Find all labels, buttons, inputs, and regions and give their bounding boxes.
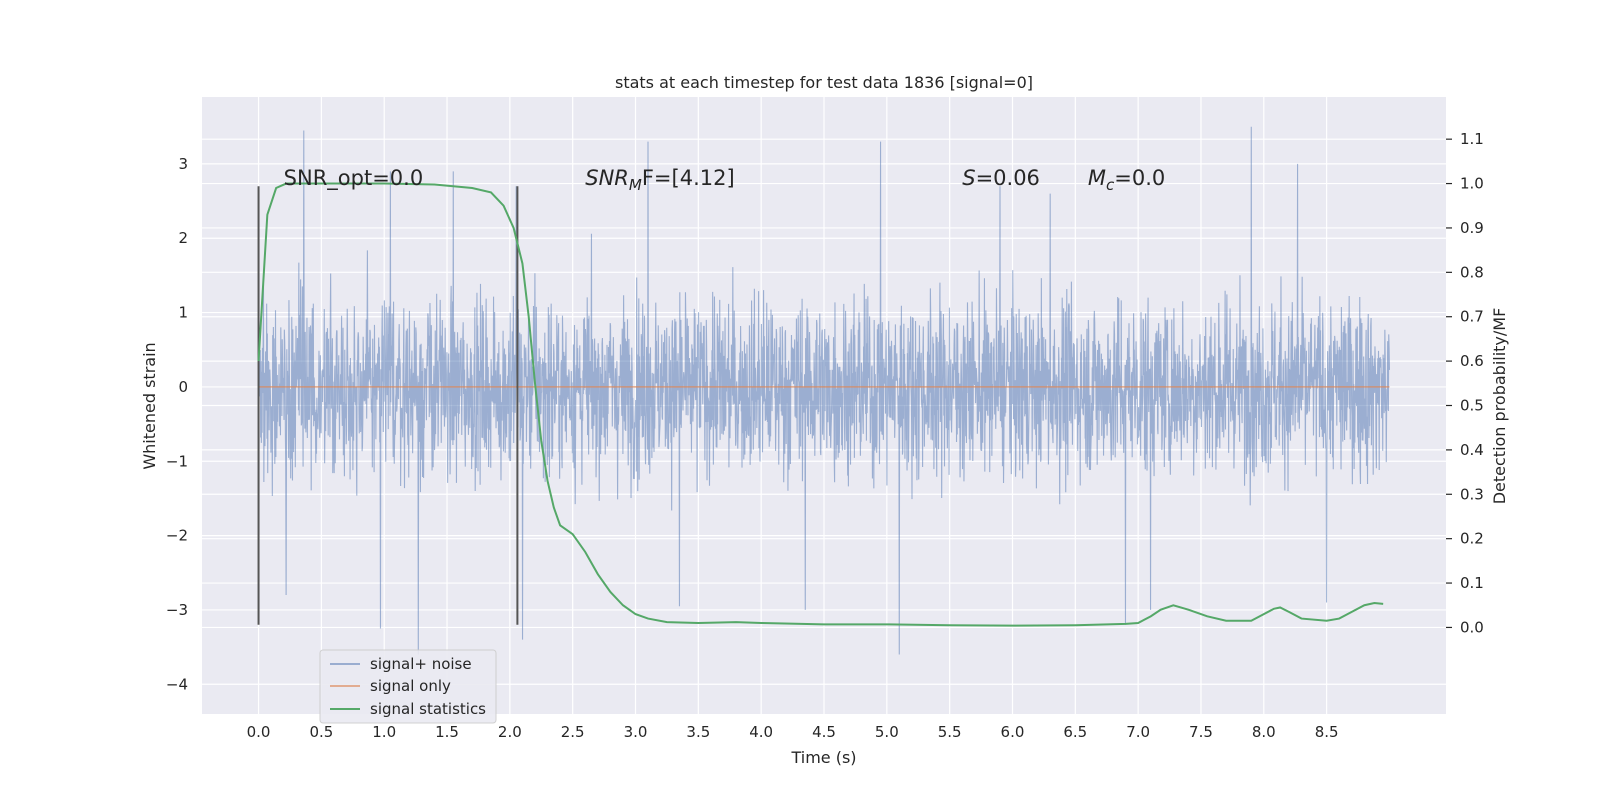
y-tick-3: 0 [178, 378, 188, 396]
legend-label-noise: signal+ noise [370, 655, 472, 673]
y2-tick-8: 0.3 [1460, 485, 1484, 503]
x-tick-3: 1.5 [435, 723, 459, 741]
y2-tick-4: 0.7 [1460, 308, 1484, 326]
y-tick-2: 1 [178, 304, 188, 322]
y-tick-7: −4 [166, 675, 188, 693]
noise-trace [258, 126, 1390, 655]
y2-tick-9: 0.2 [1460, 530, 1484, 548]
x-tick-7: 3.5 [686, 723, 710, 741]
x-tick-15: 7.5 [1189, 723, 1213, 741]
signal-statistics-line [257, 182, 1384, 627]
y2-tick-5: 0.6 [1460, 352, 1484, 370]
vertical-markers [257, 186, 519, 625]
legend-label-signal: signal only [370, 677, 451, 695]
x-tick-17: 8.5 [1315, 723, 1339, 741]
legend: signal+ noise signal only signal statist… [319, 649, 497, 724]
annotation-2: S=0.06 [962, 166, 1040, 190]
legend-label-stats: signal statistics [370, 700, 486, 718]
annotations: SNR_opt=0.0 SNRMF=[4.12] S=0.06 Mc=0.0 [284, 166, 1166, 194]
x-tick-4: 2.0 [498, 723, 522, 741]
y2-tick-0: 1.1 [1460, 130, 1484, 148]
x-tick-6: 3.0 [624, 723, 648, 741]
y-axis-ticks: 3 2 1 0 −1 −2 −3 −4 [166, 155, 188, 693]
y2-tick-6: 0.5 [1460, 397, 1484, 415]
annotation-0: SNR_opt=0.0 [284, 166, 424, 191]
y2-tick-11: 0.0 [1460, 618, 1484, 636]
y-tick-0: 3 [178, 155, 188, 173]
y2-tick-1: 1.0 [1460, 175, 1484, 193]
x-tick-12: 6.0 [1001, 723, 1025, 741]
legend-box [319, 649, 497, 724]
signal-noise-series [258, 126, 1390, 655]
x-tick-11: 5.5 [938, 723, 962, 741]
y2-tick-3: 0.8 [1460, 263, 1484, 281]
x-tick-9: 4.5 [812, 723, 836, 741]
y-tick-1: 2 [178, 229, 188, 247]
y2-tick-7: 0.4 [1460, 441, 1484, 459]
annotation-3: Mc=0.0 [1088, 166, 1165, 194]
y2-tick-2: 0.9 [1460, 219, 1484, 237]
y-tick-4: −1 [166, 452, 188, 470]
x-tick-10: 5.0 [875, 723, 899, 741]
x-tick-13: 6.5 [1063, 723, 1087, 741]
x-tick-0: 0.0 [247, 723, 271, 741]
x-tick-5: 2.5 [561, 723, 585, 741]
x-tick-8: 4.0 [749, 723, 773, 741]
x-tick-14: 7.0 [1126, 723, 1150, 741]
chart-title: stats at each timestep for test data 183… [615, 73, 1033, 92]
y-tick-6: −3 [166, 601, 188, 619]
y2-axis-ticks: 1.1 1.0 0.9 0.8 0.7 0.6 0.5 0.4 0.3 0.2 0.1 0.0 [1446, 130, 1484, 636]
y2-tick-10: 0.1 [1460, 574, 1484, 592]
x-axis-ticks: 0.0 0.5 1.0 1.5 2.0 2.5 3.0 3.5 4.0 4.5 5.0 5.5 6.0 6… [247, 723, 1339, 741]
annotation-1: SNRMF=[4.12] [585, 166, 734, 194]
y2-axis-label: Detection probability/MF [1490, 308, 1509, 505]
x-axis-label: Time (s) [790, 748, 856, 767]
x-tick-1: 0.5 [309, 723, 333, 741]
y-axis-label: Whitened strain [140, 342, 159, 469]
x-tick-16: 8.0 [1252, 723, 1276, 741]
y-tick-5: −2 [166, 527, 188, 545]
x-tick-2: 1.0 [372, 723, 396, 741]
